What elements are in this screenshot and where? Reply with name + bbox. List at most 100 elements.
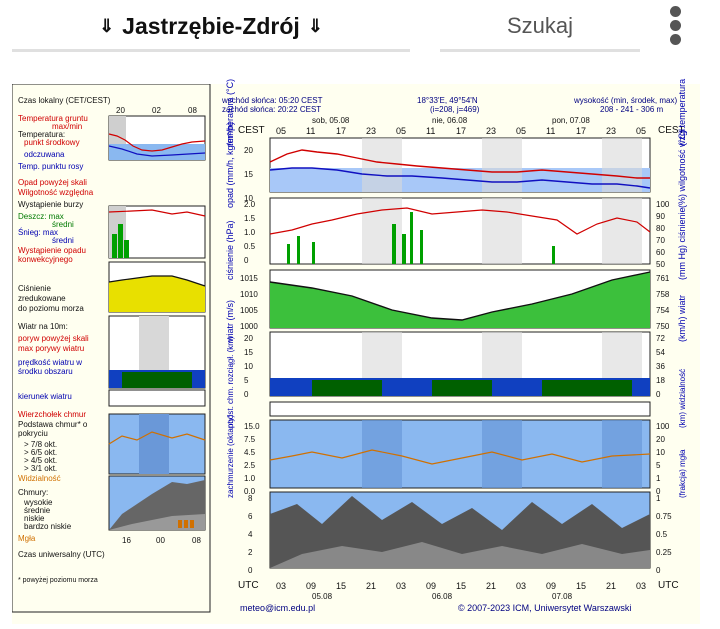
- utc-right: UTC: [658, 580, 679, 591]
- day-label-1: sob, 05.08: [312, 116, 350, 125]
- hour-bottom-label: 15: [576, 581, 587, 591]
- legend-fog: Mgła: [18, 534, 36, 543]
- hour-bottom-label: 03: [396, 581, 407, 591]
- visibility-tick: 20: [656, 435, 665, 444]
- legend-temp-maxmin: max/min: [52, 122, 83, 131]
- more-menu-icon[interactable]: [663, 6, 687, 50]
- footer-email[interactable]: meteo@icm.edu.pl: [240, 603, 316, 613]
- legend-gust-over: poryw powyżej skali: [18, 334, 89, 343]
- legend-pressure-1: Ciśnienie: [18, 284, 51, 293]
- hour-top-label: 23: [486, 126, 497, 136]
- hour-bottom-label: 21: [486, 581, 497, 591]
- legend-wind-speed: prędkość wiatru w środku obszaru: [18, 358, 83, 376]
- clouds-right-label: (frakcja) mgła: [678, 449, 687, 498]
- temp-tick: 10: [244, 194, 253, 203]
- search-tab[interactable]: Szukaj: [506, 13, 574, 38]
- visibility-tick: 2.5: [244, 461, 256, 470]
- precip-tick: 60: [656, 248, 665, 257]
- hour-bottom-label: 15: [456, 581, 467, 591]
- legend-utc-hour: 08: [192, 536, 201, 545]
- visibility-tick: 7.5: [244, 435, 256, 444]
- visibility-tick: 15.0: [244, 422, 260, 431]
- hour-top-label: 17: [576, 126, 587, 136]
- wind-tick: 72: [656, 334, 665, 343]
- wind-tick: 0: [244, 390, 249, 399]
- legend-footnote: * powyżej poziomu morza: [18, 577, 98, 584]
- tz-right: CEST: [658, 125, 685, 136]
- pressure-tick: 1015: [240, 274, 258, 283]
- hour-bottom-label: 03: [276, 581, 287, 591]
- legend-cloud-45: > 4/5 okt.: [24, 456, 58, 465]
- pressure-right-label: (mm Hg) ciśnienie: [677, 207, 687, 280]
- precip-panel: [269, 197, 651, 265]
- hour-bottom-label: 15: [336, 581, 347, 591]
- legend-snow-max: Śnieg: max: [18, 228, 59, 237]
- pressure-tick: 1005: [240, 306, 258, 315]
- sunrise-text: wschód słońca: 05:20 CEST: [222, 96, 323, 105]
- precip-right-label: (%) wilgotność wzgl.: [677, 126, 687, 208]
- precip-tick: 0.5: [244, 242, 256, 251]
- location-tab[interactable]: ⇓ Jastrzębie-Zdrój ⇓: [12, 0, 410, 52]
- wind-tick: 36: [656, 362, 665, 371]
- hour-bottom-label: 21: [606, 581, 617, 591]
- clouds-tick: 0: [656, 566, 661, 575]
- clouds-left-label: zachmurzenie (oktanty): [226, 414, 235, 498]
- top-bar: ⇓ Jastrzębie-Zdrój ⇓ Szukaj: [0, 0, 720, 62]
- legend-rain-avg: średni: [52, 220, 74, 229]
- legend-hour: 20: [116, 106, 125, 115]
- precip-tick: 90: [656, 212, 665, 221]
- hour-bottom-label: 09: [426, 581, 437, 591]
- hour-top-label: 17: [336, 126, 347, 136]
- day-label-3: pon, 07.08: [552, 116, 590, 125]
- hour-bottom-label: 21: [366, 581, 377, 591]
- hour-top-label: 05: [396, 126, 407, 136]
- hour-bottom-label: 09: [306, 581, 317, 591]
- legend-pressure-3: do poziomu morza: [18, 304, 84, 313]
- legend-temp-ground: Temperatura gruntu: [18, 114, 88, 123]
- legend-hour: 02: [152, 106, 161, 115]
- legend-snow-avg: średni: [52, 236, 74, 245]
- legend-cloud-31: > 3/1 okt.: [24, 464, 58, 473]
- precip-left-label: opad (mm/h, kg/m²/h): [225, 121, 235, 208]
- legend-wind-title: Wiatr na 10m:: [18, 322, 68, 331]
- visibility-tick: 1.0: [244, 474, 256, 483]
- hour-top-label: 05: [636, 126, 647, 136]
- hour-top-label: 23: [606, 126, 617, 136]
- hour-top-label: 11: [426, 126, 436, 136]
- temp-tick: 20: [244, 146, 253, 155]
- hour-top-label: 05: [516, 126, 527, 136]
- wind-tick: 10: [244, 362, 253, 371]
- legend-rain-max: Deszcz: max: [18, 212, 64, 221]
- hour-bottom-label: 03: [516, 581, 527, 591]
- footer-copyright: © 2007-2023 ICM, Uniwersytet Warszawski: [458, 603, 632, 613]
- legend-temp-mid: punkt środkowy: [24, 138, 80, 147]
- precip-tick: 100: [656, 200, 670, 209]
- visibility-tick: 0: [656, 487, 661, 496]
- wind-panel: [269, 331, 651, 397]
- clouds-tick: 1: [656, 494, 661, 503]
- wind-right-label: (km/h) wiatr: [677, 295, 687, 342]
- legend-temp-title: Temperatura:: [18, 130, 66, 139]
- legend-gust-max: max porywy wiatru: [18, 344, 85, 353]
- pressure-tick: 1000: [240, 322, 258, 331]
- pressure-tick: 758: [656, 290, 670, 299]
- precip-tick: 50: [656, 260, 665, 269]
- clouds-tick: 4: [248, 530, 253, 539]
- legend-utc-hour: 00: [156, 536, 165, 545]
- day-bottom-3: 07.08: [552, 592, 573, 601]
- clouds-panel: [269, 491, 651, 569]
- clouds-tick: 2: [248, 548, 253, 557]
- meteogram-graphic: [11, 83, 651, 613]
- precip-tick: 0: [244, 256, 249, 265]
- elevation-title: wysokość (min, środek, max): [574, 96, 678, 105]
- visibility-tick: 5: [656, 461, 661, 470]
- legend-clouds-vlow: bardzo niskie: [24, 522, 72, 531]
- legend-time: Czas lokalny (CET/CEST): [18, 96, 111, 105]
- grid-text: (i=208, j=469): [430, 105, 480, 114]
- hour-top-label: 11: [546, 126, 556, 136]
- wind-tick: 5: [244, 376, 249, 385]
- temp-tick: 15: [244, 170, 253, 179]
- legend-visibility: Widzialność: [18, 474, 61, 483]
- legend-humidity: Wilgotność względna: [18, 188, 94, 197]
- tz-left: CEST: [238, 125, 265, 136]
